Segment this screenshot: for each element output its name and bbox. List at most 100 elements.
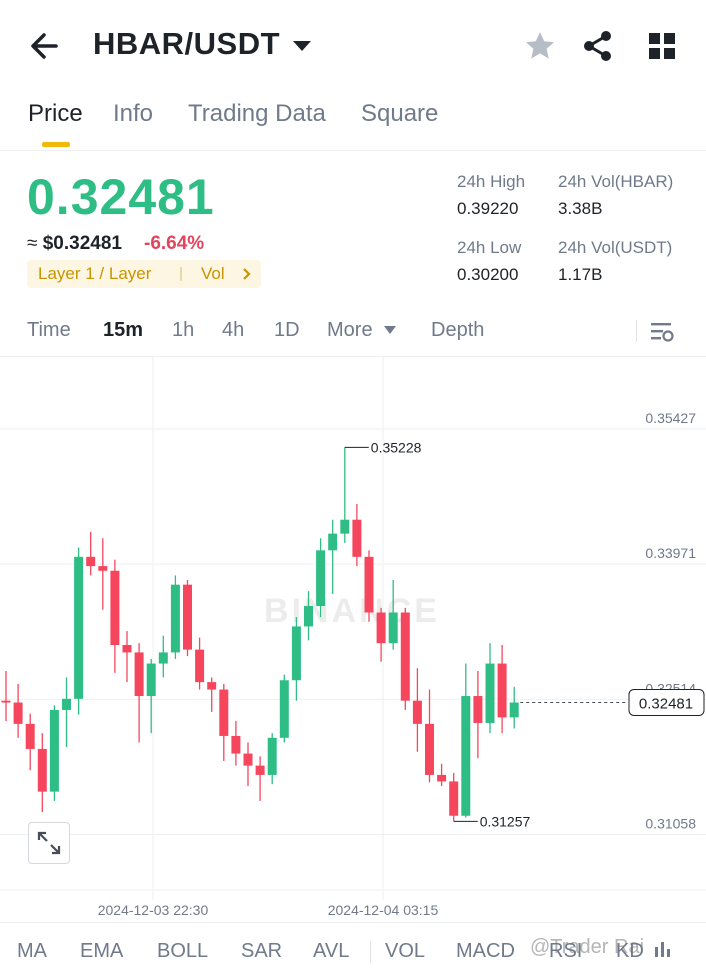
candle-body	[412, 700, 422, 724]
tag-vol[interactable]: Vol	[201, 264, 225, 283]
candle-body	[195, 649, 205, 683]
candle-body	[62, 698, 71, 710]
watermark-text: @Trader Rai	[530, 936, 645, 958]
indicator-ema[interactable]: EMA	[80, 940, 124, 962]
candle-body	[267, 737, 277, 775]
chart-settings-icon[interactable]	[648, 318, 676, 346]
tf-15m[interactable]: 15m	[103, 319, 144, 341]
indicator-kd[interactable]: KD	[616, 940, 644, 962]
candle-body	[400, 612, 410, 701]
candle-body	[146, 663, 156, 697]
candle-body	[291, 626, 301, 681]
timeframe-bar: Time 15m 1h 4h 1D More Depth	[0, 308, 706, 357]
star-icon[interactable]	[522, 28, 558, 64]
low-label: 24h Low	[457, 238, 522, 257]
tf-1h[interactable]: 1h	[172, 319, 195, 341]
candle-body	[328, 533, 338, 551]
candle-body	[158, 652, 168, 664]
pair-title[interactable]: HBAR/USDT	[93, 26, 281, 61]
caret-down-icon[interactable]	[290, 34, 314, 58]
indicator-ma[interactable]: MA	[17, 940, 47, 962]
candle-body	[49, 709, 59, 792]
tf-1d[interactable]: 1D	[274, 319, 300, 341]
tf-4h[interactable]: 4h	[222, 319, 245, 341]
candle-body	[219, 689, 229, 736]
candle-body	[134, 652, 144, 697]
main-tabs: Price Info Trading Data Square	[0, 92, 706, 151]
low-value: 0.30200	[457, 265, 519, 284]
candle-body	[316, 550, 326, 607]
candle-body	[13, 702, 23, 724]
tab-square[interactable]: Square	[361, 100, 439, 127]
vol-base-value: 3.38B	[558, 199, 603, 218]
candle-body	[425, 723, 434, 775]
fullscreen-button[interactable]	[28, 822, 70, 864]
candle-body	[449, 781, 459, 816]
candle-body	[25, 723, 35, 749]
x-tick-label: 2024-12-03 22:30	[98, 902, 209, 918]
candle-body	[388, 612, 398, 644]
candle-body	[304, 606, 313, 627]
candle-body	[74, 556, 84, 699]
chevron-right-icon[interactable]	[239, 267, 253, 281]
candle-body	[98, 566, 108, 571]
active-tab-indicator	[42, 142, 70, 147]
tag-layer[interactable]: Layer 1 / Layer	[38, 264, 152, 283]
vol-quote-value: 1.17B	[558, 265, 603, 284]
high-label: 24h High	[457, 172, 526, 191]
vol-quote-label: 24h Vol(USDT)	[558, 238, 673, 257]
candle-body	[497, 663, 507, 718]
indicator-bar: MA EMA BOLL SAR AVL VOL MACD RSI KD	[0, 922, 706, 979]
indicator-avl[interactable]: AVL	[313, 940, 350, 962]
tab-price[interactable]: Price	[28, 100, 83, 127]
divider	[636, 320, 637, 342]
indicator-sar[interactable]: SAR	[241, 940, 283, 962]
chart-watermark: BINANCE	[264, 592, 440, 630]
tf-depth[interactable]: Depth	[431, 319, 485, 341]
tag-chip[interactable]: Layer 1 / Layer Vol	[27, 260, 261, 288]
top-bar: HBAR/USDT	[0, 0, 706, 92]
candle-body	[231, 735, 241, 754]
candle-body	[376, 612, 386, 644]
min-price-label: 0.31257	[480, 813, 531, 829]
tab-info[interactable]: Info	[113, 100, 154, 127]
y-tick-label: 0.33971	[645, 545, 696, 561]
last-price-tag-label: 0.32481	[639, 695, 693, 712]
indicator-boll[interactable]: BOLL	[157, 940, 209, 962]
caret-down-icon[interactable]	[384, 325, 396, 335]
candle-body	[364, 556, 374, 613]
tab-trading-data[interactable]: Trading Data	[188, 100, 326, 127]
candle-body	[509, 702, 519, 718]
candle-body	[437, 774, 447, 782]
candle-body	[352, 519, 362, 557]
share-icon[interactable]	[580, 28, 616, 64]
candle-body	[122, 644, 132, 653]
indicator-settings-icon[interactable]	[652, 939, 674, 961]
last-price-tag	[628, 688, 705, 716]
candle-body	[243, 753, 253, 766]
candle-body	[279, 680, 289, 738]
indicator-rsi[interactable]: RSI	[549, 940, 583, 962]
tf-time[interactable]: Time	[27, 319, 71, 341]
vol-base-label: 24h Vol(HBAR)	[558, 172, 674, 191]
high-value: 0.39220	[457, 199, 519, 218]
candlestick-chart[interactable]: 0.354270.339710.325140.31058BINANCE0.352…	[0, 357, 706, 920]
max-price-label: 0.35228	[371, 439, 422, 455]
candle-body	[207, 682, 217, 690]
y-tick-label: 0.35427	[645, 410, 696, 426]
arrow-left-icon[interactable]	[26, 24, 66, 68]
tag-divider	[180, 267, 182, 281]
grid-icon[interactable]	[644, 28, 680, 64]
candle-body	[485, 663, 495, 723]
candle-body	[340, 519, 350, 534]
candle-body	[183, 584, 192, 650]
tf-more[interactable]: More	[327, 319, 373, 341]
candle-body	[37, 748, 47, 792]
indicator-macd[interactable]: MACD	[456, 940, 515, 962]
candle-body	[110, 570, 120, 645]
indicator-vol[interactable]: VOL	[385, 940, 426, 962]
candle-body	[86, 556, 96, 567]
candle-body	[1, 700, 11, 703]
candle-body	[461, 696, 471, 816]
usd-price-value: $0.32481	[42, 233, 122, 254]
